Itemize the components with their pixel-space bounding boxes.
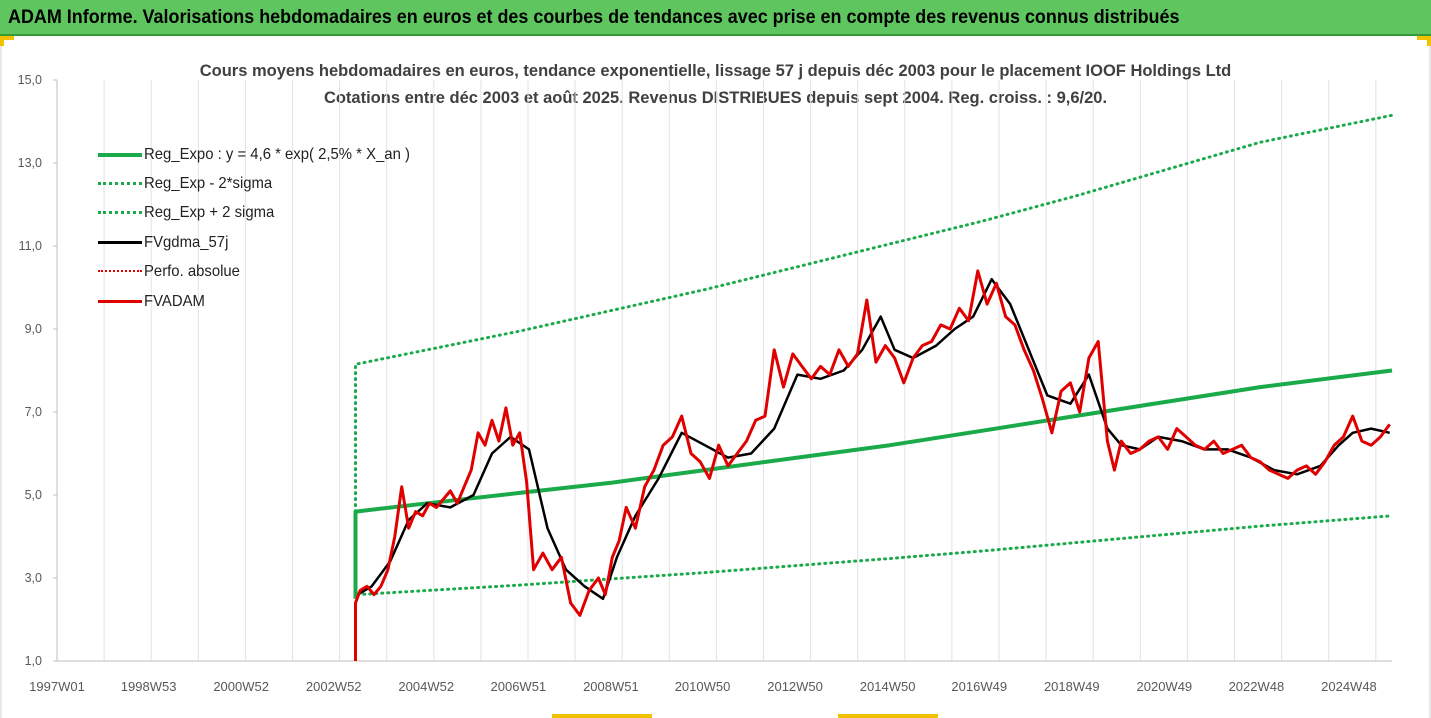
legend-item: Reg_Exp - 2*sigma xyxy=(98,169,430,198)
x-tick-label: 2014W50 xyxy=(860,679,916,694)
legend-label: Reg_Expo : y = 4,6 * exp( 2,5% * X_an ) xyxy=(144,145,410,163)
legend-swatch xyxy=(98,268,144,276)
y-tick-label: 9,0 xyxy=(25,322,42,336)
frame-corner-top-right-v xyxy=(1427,36,1431,46)
report-header: ADAM Informe. Valorisations hebdomadaire… xyxy=(0,0,1431,36)
frame-corner-top-right xyxy=(1417,36,1431,40)
series-line-reg-expo-y-4-6-exp-2-5-x-an- xyxy=(353,368,1393,599)
x-tick-label: 1997W01 xyxy=(29,679,85,694)
x-tick-label: 2008W51 xyxy=(583,679,639,694)
frame-corner-top-left xyxy=(0,36,14,40)
frame-handle-bottom-right xyxy=(838,714,938,718)
legend-label: FVADAM xyxy=(144,292,205,310)
legend-label: Perfo. absolue xyxy=(144,263,240,281)
series-line-reg-exp-2-sigma xyxy=(356,514,1394,597)
legend-label: Reg_Exp + 2 sigma xyxy=(144,204,275,222)
chart-title: Cours moyens hebdomadaires en euros, ten… xyxy=(199,62,1232,80)
legend-swatch xyxy=(98,151,144,159)
x-tick-label: 1998W53 xyxy=(121,679,177,694)
chart-legend: Reg_Expo : y = 4,6 * exp( 2,5% * X_an ) R… xyxy=(98,140,430,316)
legend-item: Reg_Exp + 2 sigma xyxy=(98,199,430,228)
chart-axes: 1,0 3,0 5,0 7,0 9,0 11,0 13,0 15,0 1997W01 1998W5… xyxy=(18,73,1392,694)
series-line-reg-exp-2-sigma xyxy=(354,113,1394,514)
x-tick-label: 2016W49 xyxy=(951,679,1007,694)
x-tick-label: 2002W52 xyxy=(306,679,362,694)
frame-corner-top-left-v xyxy=(0,36,4,46)
series-line-fvadam xyxy=(354,269,1391,661)
y-tick-label: 7,0 xyxy=(25,405,42,419)
x-tick-label: 2000W52 xyxy=(213,679,269,694)
legend-item: Reg_Expo : y = 4,6 * exp( 2,5% * X_an ) xyxy=(98,140,430,169)
y-tick-label: 3,0 xyxy=(25,571,42,585)
x-tick-label: 2006W51 xyxy=(491,679,547,694)
legend-swatch xyxy=(98,298,144,306)
x-tick-label: 2012W50 xyxy=(767,679,823,694)
x-tick-label: 2020W49 xyxy=(1137,679,1193,694)
legend-label: FVgdma_57j xyxy=(144,233,229,251)
chart-frame xyxy=(0,36,1431,718)
x-tick-label: 2004W52 xyxy=(398,679,454,694)
x-tick-label: 2018W49 xyxy=(1044,679,1100,694)
legend-swatch xyxy=(98,239,144,247)
legend-swatch xyxy=(98,180,144,188)
chart-subtitle: Cotations entre déc 2003 et août 2025. R… xyxy=(323,89,1108,107)
x-tick-label: 2022W48 xyxy=(1229,679,1285,694)
frame-handle-bottom-left xyxy=(552,714,652,718)
chart-series xyxy=(353,113,1394,661)
x-tick-label: 2010W50 xyxy=(675,679,731,694)
legend-label: Reg_Exp - 2*sigma xyxy=(144,175,273,193)
legend-swatch xyxy=(98,209,144,217)
legend-item: Perfo. absolue xyxy=(98,258,430,287)
y-tick-label: 5,0 xyxy=(25,488,42,502)
y-tick-label: 1,0 xyxy=(25,654,42,668)
y-tick-label: 11,0 xyxy=(19,239,42,253)
y-tick-label: 13,0 xyxy=(18,156,42,170)
y-tick-label: 15,0 xyxy=(18,73,42,87)
report-title: ADAM Informe. Valorisations hebdomadaire… xyxy=(8,6,1180,28)
x-tick-label: 2024W48 xyxy=(1321,679,1377,694)
legend-item: FVADAM xyxy=(98,287,430,316)
legend-item: FVgdma_57j xyxy=(98,228,430,257)
